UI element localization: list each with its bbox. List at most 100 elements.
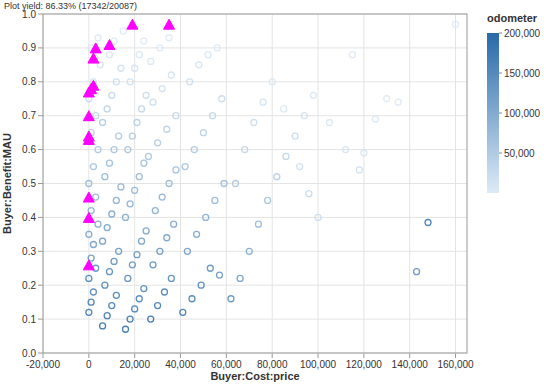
triangle-point [83, 260, 94, 270]
scatter-point [95, 35, 101, 41]
plot-frame [43, 14, 467, 353]
y-tick [38, 14, 43, 15]
scatter-point [155, 140, 161, 146]
scatter-point [395, 99, 401, 105]
y-grid-line [43, 251, 467, 252]
scatter-point [157, 45, 163, 51]
scatter-point [132, 306, 138, 312]
colorbar-tick [499, 33, 502, 34]
scatter-point [180, 309, 186, 315]
triangle-point [83, 192, 94, 202]
scatter-point [191, 147, 197, 153]
y-tick-label: 0.0 [22, 348, 36, 359]
y-tick-label: 0.9 [22, 42, 36, 53]
scatter-point [113, 197, 119, 203]
scatter-point [129, 262, 135, 268]
scatter-point [95, 147, 101, 153]
scatter-point [125, 275, 131, 281]
scatter-point [100, 323, 106, 329]
scatter-point [216, 272, 222, 278]
scatter-point [168, 72, 174, 78]
scatter-point [134, 119, 140, 125]
y-tick-label: 0.4 [22, 212, 36, 223]
scatter-point [109, 303, 115, 309]
data-points [83, 19, 458, 332]
triangle-point [83, 212, 94, 222]
scatter-point [356, 167, 362, 173]
y-tick-label: 0.5 [22, 178, 36, 189]
scatter-point [161, 289, 167, 295]
x-tick-label: 120,000 [346, 359, 383, 370]
scatter-point [297, 164, 303, 170]
scatter-point [90, 242, 96, 248]
scatter-point [136, 174, 142, 180]
scatter-point [120, 28, 126, 34]
scatter-point [361, 150, 367, 156]
scatter-point [281, 106, 287, 112]
scatter-point [90, 164, 96, 170]
scatter-point [113, 292, 119, 298]
y-tick-label: 0.7 [22, 110, 36, 121]
scatter-point [141, 38, 147, 44]
y-grid-line [43, 115, 467, 116]
y-tick-label: 0.8 [22, 76, 36, 87]
scatter-point [102, 282, 108, 288]
scatter-point [125, 147, 131, 153]
scatter-point [123, 326, 129, 332]
scatter-point [139, 106, 145, 112]
scatter-point [242, 147, 248, 153]
y-tick [38, 217, 43, 218]
colorbar [487, 33, 499, 193]
x-tick-label: 0 [86, 359, 92, 370]
triangle-point [104, 40, 115, 50]
x-tick [226, 353, 227, 358]
scatter-point [148, 316, 154, 322]
scatter-point [194, 231, 200, 237]
scatter-point [198, 282, 204, 288]
scatter-point [152, 208, 158, 214]
scatter-point [127, 316, 133, 322]
scatter-point [127, 201, 133, 207]
scatter-point [90, 289, 96, 295]
scatter-point [123, 214, 129, 220]
colorbar-tick-label: 200,000 [504, 28, 541, 39]
scatter-point [106, 269, 112, 275]
scatter-point [274, 174, 280, 180]
scatter-point [113, 79, 119, 85]
x-tick-label: 160,000 [437, 359, 474, 370]
scatter-point [141, 286, 147, 292]
y-tick-label: 0.6 [22, 144, 36, 155]
y-axis-label: Buyer:Benefit:MAU [1, 133, 13, 234]
scatter-point [203, 214, 209, 220]
x-axis-label: Buyer:Cost:price [210, 370, 299, 382]
scatter-point [164, 235, 170, 241]
scatter-point [136, 296, 142, 302]
scatter-point [106, 160, 112, 166]
scatter-point [168, 275, 174, 281]
x-tick [180, 353, 181, 358]
x-tick [43, 353, 44, 358]
scatter-point [173, 113, 179, 119]
triangle-point [88, 53, 99, 63]
x-tick-label: 140,000 [392, 359, 429, 370]
scatter-point [143, 92, 149, 98]
scatter-point [86, 309, 92, 315]
y-tick [38, 251, 43, 252]
scatter-point [100, 238, 106, 244]
y-tick-label: 0.2 [22, 280, 36, 291]
y-grid-line [43, 81, 467, 82]
chart: -20,000020,00040,00060,00080,000100,0001… [0, 0, 555, 385]
scatter-point [109, 211, 115, 217]
scatter-point [118, 65, 124, 71]
scatter-point [145, 153, 151, 159]
y-tick [38, 115, 43, 116]
scatter-point [237, 275, 243, 281]
scatter-point [210, 113, 216, 119]
scatter-point [228, 296, 234, 302]
y-tick [38, 47, 43, 48]
colorbar-tick [499, 73, 502, 74]
scatter-point [139, 238, 145, 244]
scatter-point [102, 174, 108, 180]
scatter-point [260, 99, 266, 105]
scatter-point [148, 58, 154, 64]
